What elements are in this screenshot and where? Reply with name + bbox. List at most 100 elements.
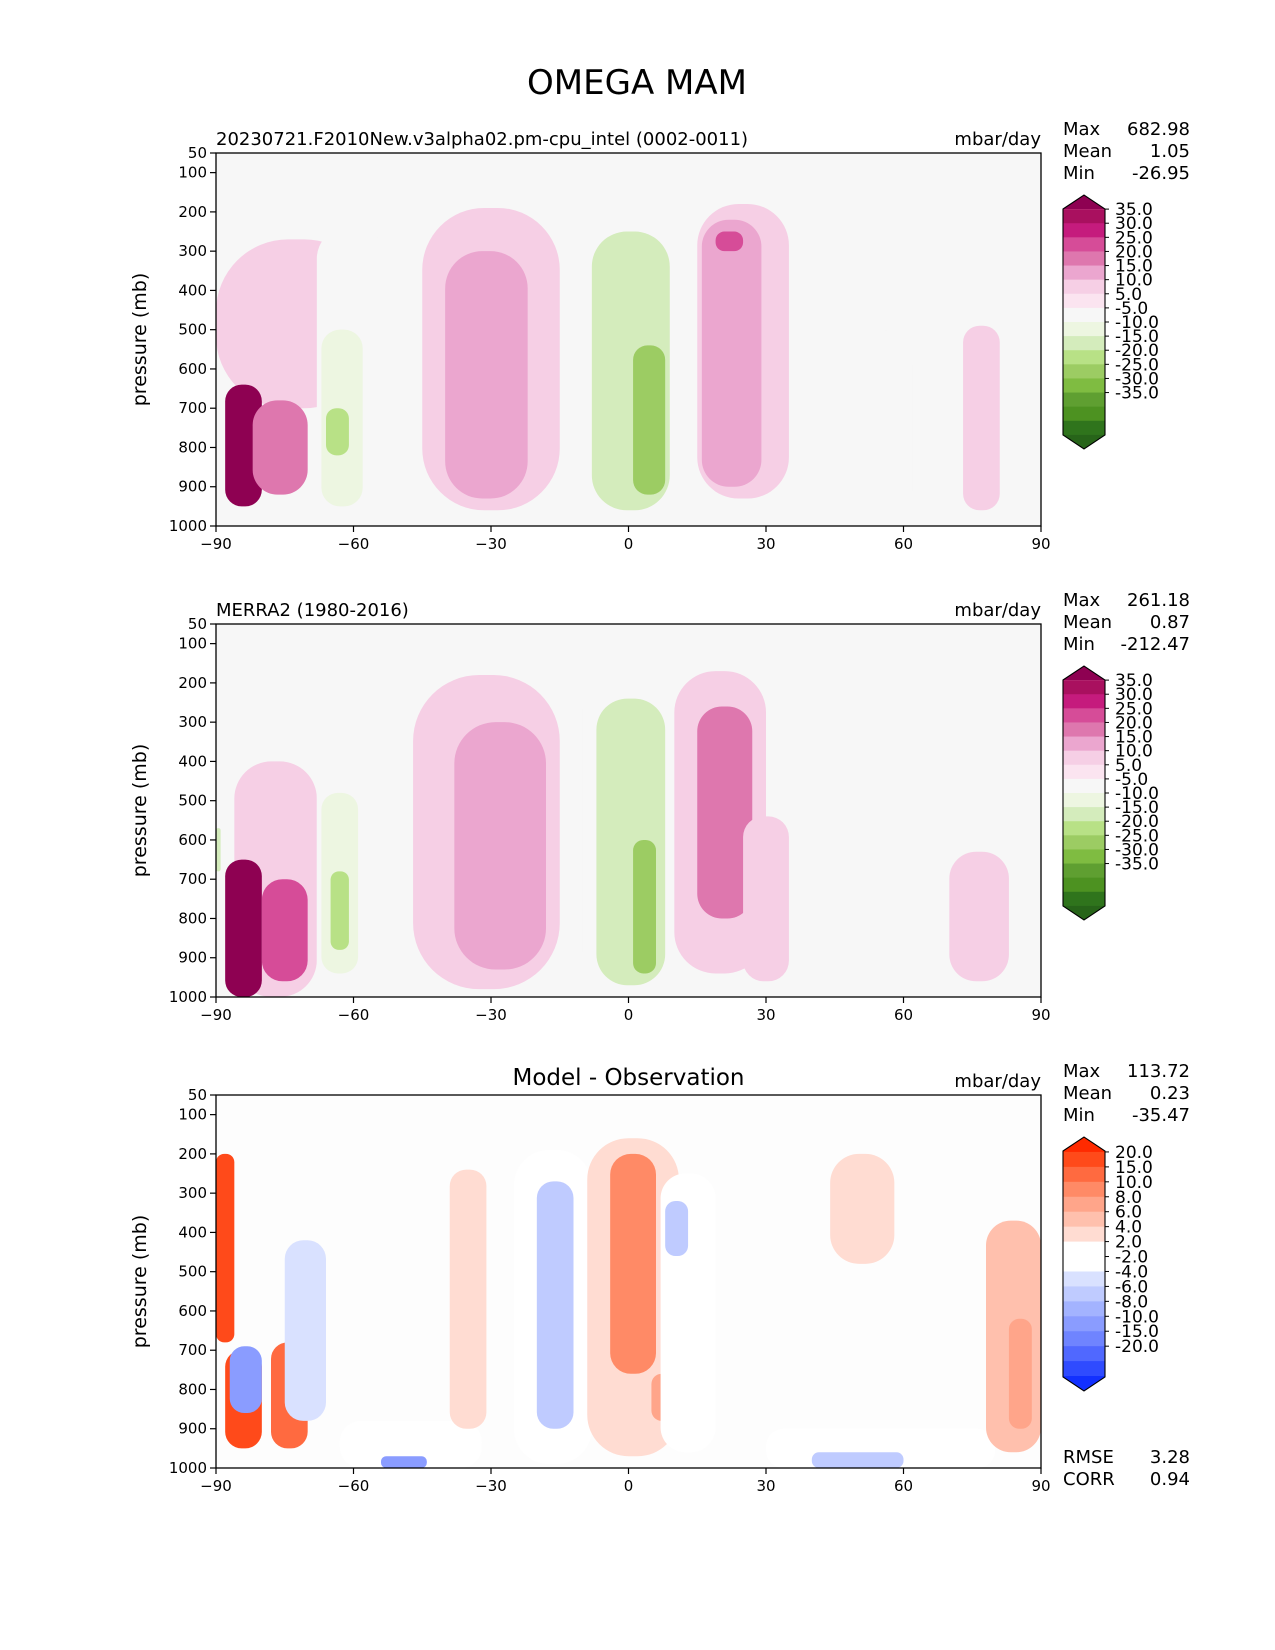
colorbar-extend-bottom bbox=[1063, 1376, 1105, 1391]
colorbar-tick-label: 25.0 bbox=[1115, 228, 1153, 248]
contour-region bbox=[225, 859, 262, 997]
contour-region bbox=[866, 765, 904, 994]
x-tick-label: 30 bbox=[756, 1006, 775, 1024]
colorbar-tick-label: 30.0 bbox=[1115, 214, 1153, 234]
x-tick-label: −60 bbox=[338, 1006, 370, 1024]
colorbar-tick-label: 5.0 bbox=[1115, 756, 1142, 776]
colorbar-swatch bbox=[1063, 722, 1105, 738]
colorbar-tick-label: 5.0 bbox=[1115, 285, 1142, 305]
x-tick-label: 90 bbox=[1031, 1006, 1050, 1024]
y-tick-label: 300 bbox=[178, 242, 207, 260]
panel-title: MERRA2 (1980-2016) bbox=[216, 600, 409, 621]
x-tick-label: −30 bbox=[475, 1477, 507, 1495]
contour-region bbox=[701, 219, 762, 487]
contour-field bbox=[216, 667, 1009, 997]
stat-label: Min bbox=[1063, 634, 1095, 655]
x-tick-label: 60 bbox=[894, 1477, 913, 1495]
colorbar-tick-label: -15.0 bbox=[1115, 798, 1159, 818]
stat-label: RMSE bbox=[1063, 1447, 1114, 1468]
y-tick-label: 600 bbox=[178, 360, 207, 378]
stat-label: Min bbox=[1063, 163, 1095, 184]
colorbar-swatch bbox=[1063, 835, 1105, 850]
colorbar-swatch bbox=[1063, 336, 1105, 351]
colorbar-swatch bbox=[1063, 680, 1105, 695]
colorbar-tick-label: 10.0 bbox=[1115, 1173, 1153, 1193]
contour-field bbox=[216, 1138, 1041, 1468]
y-axis-label: pressure (mb) bbox=[129, 744, 151, 878]
contour-region bbox=[216, 828, 221, 872]
colorbar-tick-label: 30.0 bbox=[1115, 685, 1153, 705]
contour-region bbox=[949, 851, 1009, 982]
colorbar-extend-top bbox=[1063, 1137, 1105, 1152]
y-tick-label: 700 bbox=[178, 399, 207, 417]
y-tick-label: 300 bbox=[178, 1184, 207, 1202]
contour-region bbox=[252, 400, 308, 495]
colorbar-swatch bbox=[1063, 1211, 1105, 1228]
y-tick-label: 200 bbox=[178, 674, 207, 692]
colorbar-tick-label: 2.0 bbox=[1115, 1233, 1142, 1253]
stat-value: 113.72 bbox=[1127, 1061, 1190, 1082]
y-tick-label: 200 bbox=[178, 1145, 207, 1163]
colorbar-tick-label: -15.0 bbox=[1115, 327, 1159, 347]
colorbar-tick-label: -10.0 bbox=[1115, 1307, 1159, 1327]
colorbar-swatch bbox=[1063, 1196, 1105, 1213]
x-tick-label: 0 bbox=[624, 1006, 634, 1024]
colorbar-swatch bbox=[1063, 265, 1105, 281]
colorbar-swatch bbox=[1063, 736, 1105, 752]
y-tick-label: 300 bbox=[178, 713, 207, 731]
colorbar-tick-label: -10.0 bbox=[1115, 313, 1159, 333]
y-tick-label: 400 bbox=[178, 1223, 207, 1241]
colorbar-tick-label: 25.0 bbox=[1115, 699, 1153, 719]
colorbar-swatch bbox=[1063, 1346, 1105, 1362]
contour-region bbox=[339, 1420, 482, 1468]
contour-region bbox=[454, 722, 546, 970]
colorbar-tick-label: -35.0 bbox=[1115, 384, 1159, 404]
x-tick-label: 30 bbox=[756, 1477, 775, 1495]
colorbar-swatch bbox=[1063, 694, 1105, 709]
colorbar-tick-label: -30.0 bbox=[1115, 369, 1159, 389]
colorbar-swatch bbox=[1063, 378, 1105, 394]
colorbar-swatch bbox=[1063, 849, 1105, 865]
panel-title: 20230721.F2010New.v3alpha02.pm-cpu_intel… bbox=[216, 129, 748, 150]
units-label: mbar/day bbox=[954, 129, 1041, 150]
y-tick-label: 50 bbox=[188, 615, 207, 633]
contour-region bbox=[963, 325, 1000, 511]
colorbar-tick-label: 15.0 bbox=[1115, 257, 1153, 277]
colorbar-tick-label: 35.0 bbox=[1115, 200, 1153, 220]
y-tick-label: 1000 bbox=[169, 1459, 207, 1477]
stat-value: 0.23 bbox=[1150, 1083, 1190, 1104]
stat-value: -26.95 bbox=[1132, 163, 1190, 184]
colorbar-tick-label: 10.0 bbox=[1115, 271, 1153, 291]
contour-region bbox=[225, 384, 262, 507]
y-tick-label: 1000 bbox=[169, 517, 207, 535]
contour-region bbox=[1008, 1318, 1032, 1429]
panel-1: −90 −60 −30 0 30 60 90 50 100 200 300 400 500 600 700 8… bbox=[129, 590, 1190, 1024]
contour-region bbox=[284, 1240, 326, 1421]
colorbar-tick-label: 15.0 bbox=[1115, 728, 1153, 748]
colorbar-tick-label: 20.0 bbox=[1115, 1143, 1153, 1163]
stat-value: 0.94 bbox=[1150, 1469, 1190, 1490]
contour-field bbox=[216, 200, 1000, 526]
stat-value: -212.47 bbox=[1121, 634, 1190, 655]
y-tick-label: 200 bbox=[178, 203, 207, 221]
colorbar-swatch bbox=[1063, 1361, 1105, 1377]
figure-title: OMEGA MAM bbox=[527, 63, 747, 103]
colorbar-swatch bbox=[1063, 237, 1105, 252]
colorbar-swatch bbox=[1063, 708, 1105, 723]
colorbar-swatch bbox=[1063, 778, 1105, 794]
y-tick-label: 500 bbox=[178, 1263, 207, 1281]
colorbar-tick-label: -6.0 bbox=[1115, 1277, 1148, 1297]
stat-value: 0.87 bbox=[1150, 612, 1190, 633]
contour-region bbox=[610, 1153, 656, 1374]
y-tick-label: 600 bbox=[178, 831, 207, 849]
stat-label: Mean bbox=[1063, 1083, 1112, 1104]
stat-value: 1.05 bbox=[1150, 141, 1190, 162]
colorbar-extend-bottom bbox=[1063, 434, 1105, 449]
colorbar-swatch bbox=[1063, 1181, 1105, 1198]
stat-label: Mean bbox=[1063, 612, 1112, 633]
x-tick-label: 60 bbox=[894, 535, 913, 553]
y-tick-label: 700 bbox=[178, 1341, 207, 1359]
y-tick-label: 1000 bbox=[169, 988, 207, 1006]
colorbar-swatch bbox=[1063, 764, 1105, 780]
x-tick-label: 0 bbox=[624, 535, 634, 553]
